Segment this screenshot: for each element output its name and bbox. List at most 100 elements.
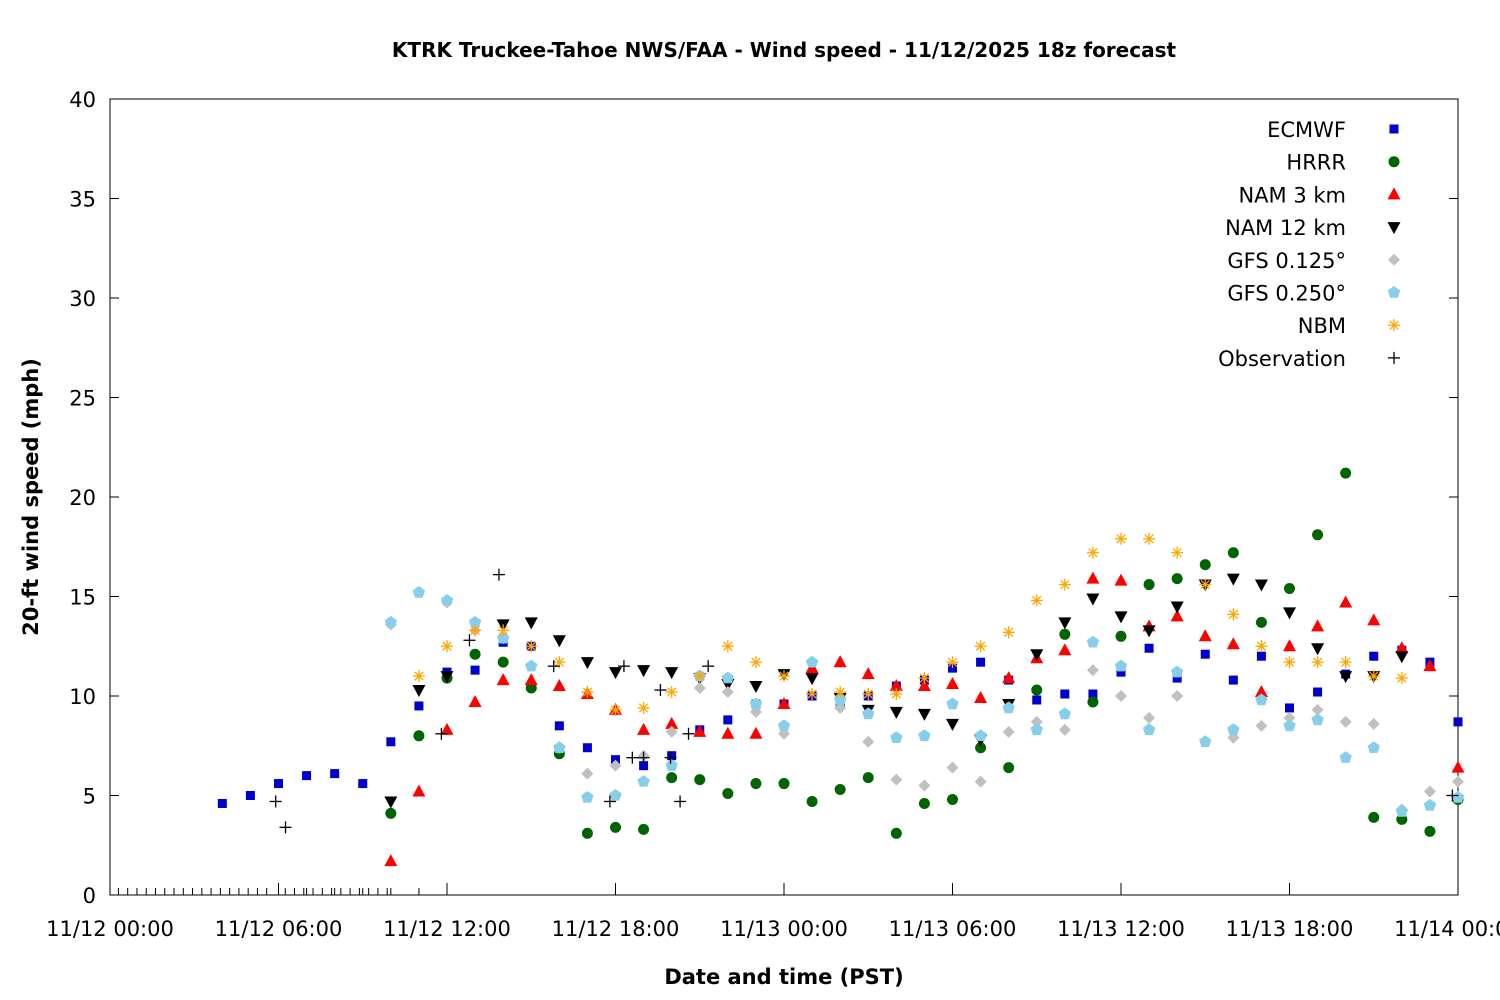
data-point	[609, 703, 622, 716]
data-point	[682, 727, 695, 740]
data-point	[1170, 601, 1184, 614]
data-point	[1058, 707, 1071, 720]
data-point	[1423, 799, 1437, 811]
data-point	[1254, 579, 1268, 592]
data-point	[1368, 811, 1380, 823]
data-point	[1030, 723, 1043, 736]
data-point	[862, 688, 875, 701]
legend-item: NAM 12 km	[1225, 216, 1401, 240]
data-point	[918, 672, 931, 685]
data-point	[468, 615, 482, 628]
data-point	[637, 775, 650, 787]
data-point	[217, 798, 227, 808]
data-point	[946, 697, 959, 710]
data-point	[749, 656, 762, 669]
data-point	[1114, 573, 1128, 586]
data-point	[386, 737, 396, 747]
data-point	[1142, 723, 1156, 736]
data-point	[1143, 579, 1155, 591]
data-point	[890, 731, 903, 743]
data-point	[667, 751, 677, 761]
data-point	[1339, 595, 1353, 608]
data-point	[1255, 640, 1268, 653]
x-tick-label: 11/14 00:00	[1394, 917, 1500, 941]
data-point	[1255, 616, 1267, 628]
data-point	[1115, 690, 1127, 702]
data-point	[862, 772, 874, 784]
data-point	[1170, 609, 1184, 622]
data-point	[777, 719, 791, 732]
data-point	[440, 671, 454, 684]
data-point	[638, 823, 650, 835]
data-point	[974, 640, 987, 653]
data-point	[1313, 687, 1323, 697]
series-gfs-0-250-	[384, 586, 1465, 817]
data-point	[1311, 656, 1324, 669]
data-point	[805, 673, 819, 686]
data-point	[330, 769, 340, 779]
data-point	[918, 797, 930, 809]
data-point	[1339, 671, 1353, 684]
data-point	[749, 681, 763, 694]
y-tick-label: 0	[83, 884, 96, 908]
data-point	[806, 795, 818, 807]
data-point	[664, 751, 677, 764]
data-point	[1031, 684, 1043, 696]
data-point	[553, 741, 566, 753]
data-point	[694, 774, 706, 786]
data-point	[1058, 643, 1072, 656]
data-point	[1311, 703, 1324, 716]
data-point	[413, 730, 425, 742]
series-nam-3-km	[384, 571, 1465, 867]
data-point	[890, 827, 902, 839]
legend-item: ECMWF	[1267, 118, 1399, 142]
data-point	[666, 772, 678, 784]
legend-item: Observation	[1218, 347, 1400, 371]
data-point	[1171, 546, 1184, 559]
data-point	[1283, 711, 1296, 724]
data-point	[778, 778, 790, 790]
data-point	[1311, 619, 1325, 632]
data-point	[1003, 762, 1015, 774]
data-point	[834, 686, 847, 699]
data-point	[552, 635, 566, 648]
x-tick-label: 11/13 06:00	[889, 917, 1017, 941]
data-point	[552, 679, 566, 692]
data-point	[385, 807, 397, 819]
data-point	[723, 715, 733, 725]
data-point	[1200, 649, 1210, 659]
data-points	[217, 467, 1465, 867]
data-point	[693, 724, 707, 737]
data-point	[665, 716, 679, 729]
data-point	[1198, 629, 1212, 642]
y-tick-label: 35	[69, 188, 96, 212]
data-point	[553, 656, 566, 669]
data-point	[496, 673, 510, 686]
data-point	[1086, 635, 1100, 648]
legend-label: NAM 3 km	[1238, 183, 1346, 207]
data-point	[1172, 673, 1182, 683]
data-point	[1058, 617, 1072, 630]
data-point	[609, 759, 622, 772]
data-point	[654, 684, 667, 697]
data-point	[609, 789, 622, 801]
data-point	[665, 686, 678, 699]
data-point	[580, 657, 594, 670]
data-point	[806, 688, 819, 701]
y-axis: 0 5 10 15 20 25 30 35 40	[69, 88, 1458, 908]
data-point	[609, 667, 622, 680]
data-point	[1030, 715, 1043, 728]
data-point	[637, 701, 650, 714]
data-point	[581, 791, 594, 803]
legend-label: ECMWF	[1267, 118, 1346, 142]
legend-item: NAM 3 km	[1238, 183, 1401, 207]
data-point	[974, 690, 988, 703]
data-point	[492, 568, 505, 581]
data-point	[470, 665, 480, 675]
data-point	[1058, 578, 1071, 591]
legend-marker-icon	[1388, 156, 1400, 168]
y-tick-label: 15	[69, 586, 96, 610]
data-point	[1060, 689, 1070, 699]
data-point	[834, 693, 847, 706]
data-point	[1369, 651, 1379, 661]
